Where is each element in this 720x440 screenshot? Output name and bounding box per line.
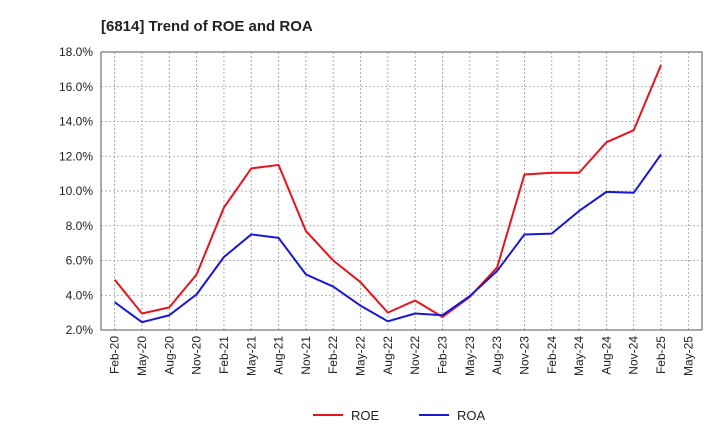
y-tick-label: 4.0% <box>66 288 94 302</box>
x-axis-ticks: Feb-20 May-20 Aug-20 Nov-20 Feb-21 May-21 Aug-… <box>108 336 696 376</box>
legend: ROE ROA <box>313 408 486 423</box>
x-tick-label: Feb-23 <box>435 336 449 374</box>
x-tick-label: May-23 <box>463 336 477 376</box>
y-tick-label: 6.0% <box>66 254 94 268</box>
x-tick-label: Feb-21 <box>217 336 231 374</box>
y-axis-ticks: 2.0% 4.0% 6.0% 8.0% 10.0% 12.0% 14.0% 16.0% 18.0… <box>59 45 93 337</box>
x-tick-label: Nov-24 <box>627 336 641 375</box>
x-tick-label: Aug-21 <box>272 336 286 375</box>
y-tick-label: 12.0% <box>59 149 93 163</box>
grid-lines <box>101 51 702 331</box>
x-tick-label: Aug-20 <box>162 336 176 375</box>
series-line-roe <box>113 64 662 318</box>
x-tick-label: May-21 <box>244 336 258 376</box>
y-tick-label: 18.0% <box>59 45 93 59</box>
x-tick-label: Feb-20 <box>108 336 122 374</box>
series-lines <box>113 64 662 324</box>
chart-title: [6814] Trend of ROE and ROA <box>101 18 313 35</box>
x-tick-label: Feb-22 <box>326 336 340 374</box>
x-tick-label: Nov-20 <box>190 336 204 375</box>
x-tick-label: May-22 <box>354 336 368 376</box>
x-tick-label: May-20 <box>135 336 149 376</box>
y-tick-label: 2.0% <box>66 323 94 337</box>
series-line-roa <box>114 153 662 324</box>
y-tick-label: 10.0% <box>59 184 93 198</box>
y-tick-label: 16.0% <box>59 80 93 94</box>
x-tick-label: Feb-24 <box>545 336 559 374</box>
x-tick-label: Aug-24 <box>599 336 613 375</box>
x-tick-label: Aug-23 <box>490 336 504 375</box>
legend-label-roa: ROA <box>457 408 486 423</box>
x-tick-label: Nov-22 <box>408 336 422 375</box>
x-tick-label: Feb-25 <box>654 336 668 374</box>
legend-label-roe: ROE <box>351 408 380 423</box>
x-tick-label: Nov-21 <box>299 336 313 375</box>
x-tick-label: Aug-22 <box>381 336 395 375</box>
x-tick-label: Nov-23 <box>517 336 531 375</box>
plot-area <box>100 51 703 331</box>
x-tick-label: May-24 <box>572 336 586 376</box>
y-tick-label: 8.0% <box>66 219 94 233</box>
x-tick-label: May-25 <box>681 336 695 376</box>
y-tick-label: 14.0% <box>59 115 93 129</box>
